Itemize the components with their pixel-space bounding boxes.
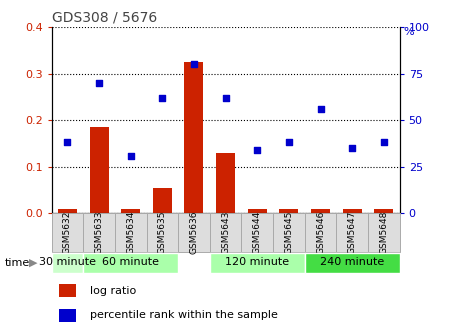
FancyBboxPatch shape	[305, 213, 336, 252]
Text: GSM5634: GSM5634	[126, 211, 135, 254]
FancyBboxPatch shape	[242, 213, 273, 252]
Point	[285, 140, 292, 145]
Bar	[311, 209, 330, 213]
Bar	[248, 209, 267, 213]
Point	[159, 95, 166, 100]
FancyBboxPatch shape	[115, 213, 146, 252]
Bar	[279, 209, 299, 213]
Point	[380, 140, 387, 145]
Text: 240 minute: 240 minute	[320, 257, 384, 267]
Bar	[216, 153, 235, 213]
Text: GSM5635: GSM5635	[158, 211, 167, 254]
Bar	[58, 284, 76, 297]
Text: GSM5644: GSM5644	[253, 211, 262, 254]
FancyBboxPatch shape	[336, 213, 368, 252]
Text: GSM5643: GSM5643	[221, 211, 230, 254]
Text: GDS308 / 5676: GDS308 / 5676	[52, 10, 157, 24]
Bar	[374, 209, 393, 213]
Bar	[153, 188, 172, 213]
Point	[96, 80, 103, 85]
Text: GSM5636: GSM5636	[189, 211, 198, 254]
Bar	[343, 209, 361, 213]
Text: GSM5633: GSM5633	[95, 211, 104, 254]
Point	[254, 147, 261, 153]
Point	[64, 140, 71, 145]
Point	[222, 95, 229, 100]
FancyBboxPatch shape	[52, 253, 83, 273]
Bar	[185, 62, 203, 213]
Text: log ratio: log ratio	[90, 286, 136, 296]
Text: 60 minute: 60 minute	[102, 257, 159, 267]
FancyBboxPatch shape	[83, 213, 115, 252]
FancyBboxPatch shape	[305, 253, 400, 273]
Text: GSM5646: GSM5646	[316, 211, 325, 254]
Text: GSM5632: GSM5632	[63, 211, 72, 254]
Text: %: %	[403, 27, 414, 37]
FancyBboxPatch shape	[83, 253, 178, 273]
Text: GSM5647: GSM5647	[348, 211, 357, 254]
FancyBboxPatch shape	[210, 253, 305, 273]
FancyBboxPatch shape	[210, 213, 242, 252]
Text: 30 minute: 30 minute	[39, 257, 96, 267]
Point	[190, 61, 198, 67]
Bar	[121, 209, 140, 213]
Text: time: time	[4, 258, 30, 268]
Point	[348, 145, 356, 151]
Bar	[58, 209, 77, 213]
FancyBboxPatch shape	[273, 213, 305, 252]
Bar	[90, 127, 109, 213]
FancyBboxPatch shape	[52, 213, 83, 252]
Point	[317, 106, 324, 112]
FancyBboxPatch shape	[146, 213, 178, 252]
Point	[127, 153, 134, 158]
Text: percentile rank within the sample: percentile rank within the sample	[90, 310, 278, 321]
Text: GSM5648: GSM5648	[379, 211, 388, 254]
FancyBboxPatch shape	[178, 213, 210, 252]
FancyBboxPatch shape	[368, 213, 400, 252]
Bar	[58, 309, 76, 322]
Text: ▶: ▶	[29, 258, 38, 268]
Text: GSM5645: GSM5645	[284, 211, 293, 254]
Text: 120 minute: 120 minute	[225, 257, 289, 267]
